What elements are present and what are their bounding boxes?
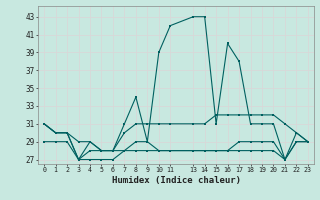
X-axis label: Humidex (Indice chaleur): Humidex (Indice chaleur) [111,176,241,185]
